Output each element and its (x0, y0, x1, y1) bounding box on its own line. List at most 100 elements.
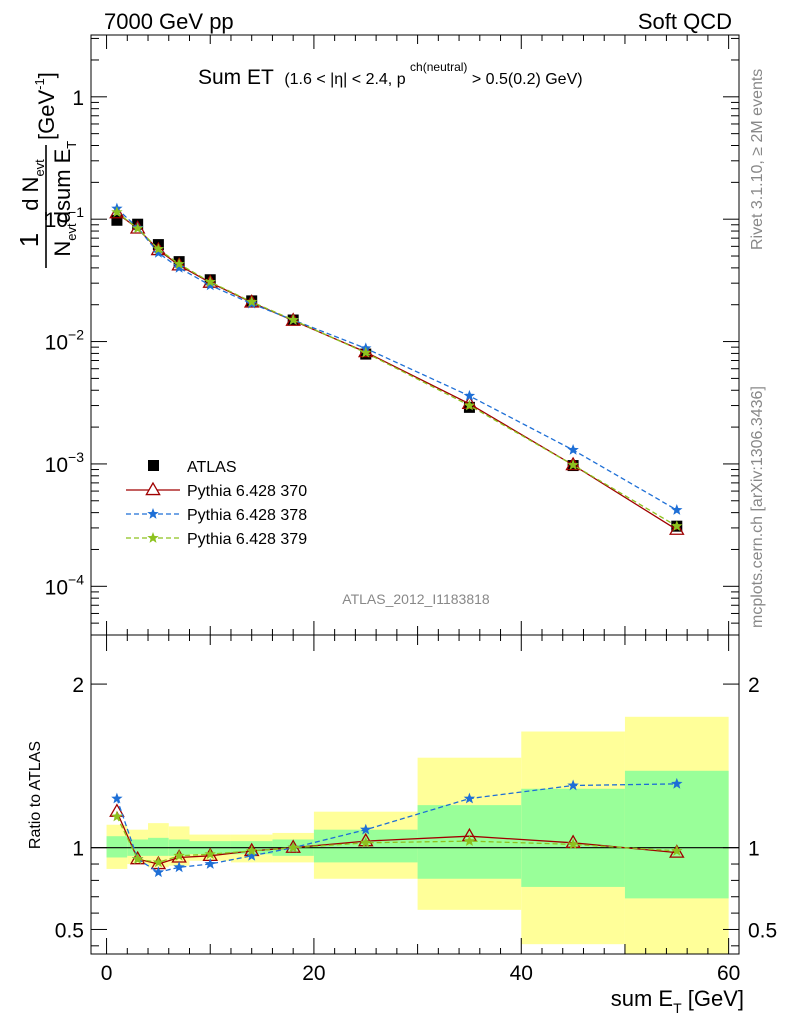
ratio-tick-labels: 0.5 0.51 12 20 20 40 60 (55, 674, 777, 985)
series-line-pythia-6-428-378 (116, 208, 678, 511)
data-point-pythia-6-428-379 (360, 346, 372, 358)
data-point-pythia-6-428-378 (173, 261, 185, 273)
data-point-pythia-6-428-379 (246, 295, 258, 307)
ratio-series-pythia-6-428-379 (111, 810, 683, 868)
data-point-pythia-6-428-378 (204, 279, 216, 291)
ratio-point-pythia-6-428-378 (246, 849, 258, 861)
x-axis-label: sum ET [GeV] (611, 986, 744, 1016)
main-title: Sum ET (1.6 < |η| < 2.4, p ch(neutral) >… (198, 58, 583, 89)
main-plot-series (109, 202, 685, 535)
ratio-point-pythia-6-428-378 (152, 866, 165, 878)
data-point-atlas (111, 214, 123, 226)
ratio-point-pythia-6-428-378 (567, 779, 579, 791)
main-y-tick-label: 1 (72, 87, 84, 110)
ylabel-dnevt: d Nevt (18, 159, 47, 211)
ratio-point-pythia-6-428-378 (671, 777, 683, 789)
data-point-pythia-6-428-378 (567, 444, 579, 455)
data-point-pythia-6-428-379 (152, 243, 165, 254)
data-point-pythia-6-428-379 (463, 399, 476, 411)
main-y-tick-labels: 1 10−1 10−2 10−3 10−4 (45, 87, 85, 599)
legend-item-pythia-6-428-379: Pythia 6.428 379 (126, 531, 307, 548)
ratio-y-tick-label-right: 0.5 (748, 919, 777, 942)
data-point-pythia-6-428-379 (111, 206, 123, 218)
ylabel-unit: [GeV-1] (32, 72, 59, 140)
data-point-pythia-6-428-379 (567, 459, 579, 470)
series-line-pythia-6-428-379 (116, 211, 678, 527)
ratio-point-pythia-6-428-379 (204, 848, 216, 860)
ratio-point-pythia-6-428-379 (287, 841, 299, 853)
ratio-line-pythia-6-428-378 (116, 783, 677, 873)
ratio-point-pythia-6-428-378 (360, 823, 372, 835)
ratio-point-pythia-6-428-379 (131, 853, 144, 864)
legend-item-pythia-6-428-370: Pythia 6.428 370 (126, 481, 307, 500)
band-inner (521, 788, 625, 887)
x-tick-label: 0 (101, 962, 113, 985)
band-inner (106, 836, 128, 858)
ratio-point-pythia-6-428-379 (671, 844, 683, 856)
legend-marker-pythia-6-428-378 (147, 508, 159, 519)
ratio-point-pythia-6-428-378 (111, 792, 123, 804)
ratio-point-pythia-6-428-378 (204, 858, 216, 869)
data-point-pythia-6-428-378 (671, 504, 683, 515)
ratio-point-pythia-6-428-378 (173, 861, 185, 873)
ratio-point-pythia-6-428-379 (567, 838, 579, 850)
data-point-pythia-6-428-379 (131, 222, 144, 234)
x-tick-label: 40 (510, 962, 533, 985)
analysis-watermark: ATLAS_2012_I1183818 (342, 591, 490, 607)
ratio-point-pythia-6-428-379 (111, 810, 123, 822)
data-point-pythia-6-428-379 (287, 314, 299, 325)
series-pythia-6-428-379 (111, 206, 683, 531)
band-inner (148, 837, 169, 856)
main-y-tick-label: 10−4 (45, 571, 85, 599)
main-y-tick-label: 10−3 (45, 449, 85, 477)
ratio-y-tick-label-left: 2 (72, 674, 84, 697)
main-y-tick-label: 10−1 (45, 204, 85, 232)
ratio-y-tick-label-left: 0.5 (55, 919, 84, 942)
main-axis-ticks (91, 35, 739, 636)
ratio-y-tick-label-left: 1 (72, 838, 84, 861)
ratio-axis-ticks (91, 635, 739, 954)
ylabel-dsum: dsum ET (50, 141, 79, 224)
header-left: 7000 GeV pp (104, 9, 234, 34)
legend-label-pythia-6-428-370: Pythia 6.428 370 (187, 483, 307, 500)
ratio-plot-frame (90, 634, 740, 955)
ratio-plot-series (109, 777, 685, 878)
legend-item-pythia-6-428-378: Pythia 6.428 378 (126, 507, 307, 524)
rivet-label: Rivet 3.1.10, ≥ 2M events (749, 69, 766, 250)
ratio-point-pythia-6-428-370 (669, 844, 685, 858)
legend: ATLAS Pythia 6.428 370 Pythia 6.428 378 Pyt… (126, 459, 307, 548)
main-title-detail-pre: (1.6 < |η| < 2.4, p (284, 71, 405, 88)
legend-marker-pythia-6-428-379 (147, 532, 159, 543)
ratio-point-pythia-6-428-379 (463, 835, 476, 846)
ratio-point-pythia-6-428-379 (173, 849, 185, 861)
data-point-pythia-6-428-378 (152, 246, 165, 258)
legend-item-atlas: ATLAS (148, 459, 237, 476)
main-y-tick-label: 10−2 (45, 327, 85, 355)
main-title-detail-sup: ch(neutral) (410, 60, 467, 74)
legend-label-atlas: ATLAS (187, 459, 237, 476)
x-tick-label: 60 (717, 962, 740, 985)
ratio-uncertainty-bands (91, 716, 739, 954)
ratio-point-pythia-6-428-379 (360, 836, 372, 848)
ratio-point-pythia-6-428-379 (152, 856, 165, 868)
legend-marker-atlas (148, 460, 159, 471)
ratio-point-pythia-6-428-370 (357, 832, 374, 847)
legend-marker-pythia-6-428-370 (145, 481, 161, 496)
ratio-point-pythia-6-428-370 (565, 834, 581, 848)
data-point-pythia-6-428-379 (204, 275, 216, 287)
legend-label-pythia-6-428-378: Pythia 6.428 378 (187, 507, 307, 524)
ratio-y-tick-label-right: 1 (748, 838, 760, 861)
ratio-point-pythia-6-428-379 (246, 844, 258, 856)
ylabel-one: 1 (14, 233, 44, 247)
data-point-pythia-6-428-370 (669, 521, 685, 535)
main-title-detail-post: > 0.5(0.2) GeV) (472, 71, 583, 88)
data-point-pythia-6-428-379 (671, 520, 683, 531)
header-right: Soft QCD (638, 9, 732, 34)
x-tick-label: 20 (302, 962, 325, 985)
data-point-pythia-6-428-370 (461, 395, 478, 410)
ratio-y-axis-label: Ratio to ATLAS (27, 741, 44, 849)
data-point-pythia-6-428-379 (173, 258, 185, 269)
main-title-main: Sum ET (198, 66, 274, 89)
legend-label-pythia-6-428-379: Pythia 6.428 379 (187, 531, 307, 548)
